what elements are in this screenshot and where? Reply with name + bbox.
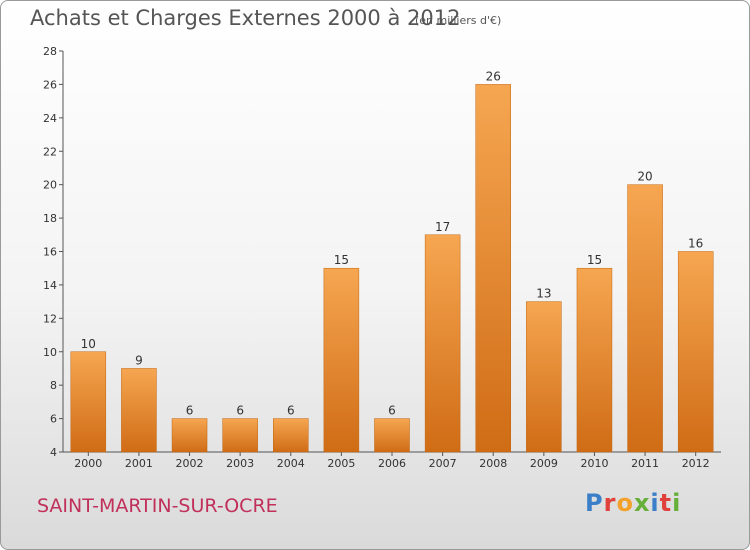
logo-letter: x	[633, 489, 651, 517]
y-tick-label: 24	[43, 112, 57, 125]
x-tick-label: 2005	[327, 457, 355, 470]
chart-subtitle: (en milliers d'€)	[415, 14, 502, 27]
data-label: 16	[688, 237, 703, 251]
y-tick-label: 20	[43, 179, 57, 192]
bar	[323, 267, 360, 453]
y-tick-label: 4	[50, 446, 57, 459]
data-label: 15	[334, 253, 349, 267]
x-tick-label: 2004	[277, 457, 305, 470]
y-tick-label: 18	[43, 212, 57, 225]
logo-letter: P	[585, 489, 604, 517]
logo-letter: o	[616, 489, 634, 517]
data-label: 6	[186, 404, 194, 418]
x-tick-label: 2003	[226, 457, 254, 470]
data-label: 6	[236, 404, 244, 418]
logo-letter: r	[603, 489, 617, 517]
bar	[374, 418, 410, 453]
data-labels: 10 9 6 6 6 15 6 17 26 13 15 20 16	[81, 69, 704, 417]
x-tick-label: 2001	[125, 457, 153, 470]
x-tick-label: 2000	[74, 457, 102, 470]
bars	[70, 84, 714, 453]
bar	[576, 267, 613, 453]
y-tick-label: 10	[43, 346, 57, 359]
logo-letter: i	[650, 489, 660, 517]
data-label: 10	[81, 337, 96, 351]
x-tick-label: 2011	[631, 457, 659, 470]
chart-title: Achats et Charges Externes 2000 à 2012	[30, 6, 461, 30]
data-label: 13	[536, 287, 551, 301]
x-tick-label: 2010	[580, 457, 608, 470]
data-label: 15	[587, 253, 602, 267]
logo-letter: t	[659, 489, 673, 517]
y-tick-label: 28	[43, 45, 57, 58]
bar	[627, 184, 663, 453]
y-tick-label: 26	[43, 78, 57, 91]
bar	[171, 418, 208, 453]
bar	[121, 368, 157, 453]
proxiti-logo: Proxiti	[585, 489, 681, 517]
data-label: 9	[135, 353, 143, 367]
x-tick-label: 2006	[378, 457, 406, 470]
x-tick-label: 2002	[176, 457, 204, 470]
bar	[222, 418, 258, 453]
x-tick-label: 2012	[682, 457, 710, 470]
bar	[70, 351, 107, 453]
data-label: 6	[287, 404, 295, 418]
data-label: 17	[435, 220, 450, 234]
x-tick-label: 2009	[530, 457, 558, 470]
y-tick-label: 22	[43, 145, 57, 158]
y-tick-label: 8	[50, 379, 57, 392]
y-tick-label: 6	[50, 413, 57, 426]
x-tick-label: 2007	[429, 457, 457, 470]
commune-name: SAINT-MARTIN-SUR-OCRE	[37, 495, 278, 517]
logo-letter: i	[672, 489, 682, 517]
data-label: 6	[388, 404, 396, 418]
bar	[424, 234, 461, 453]
bar	[273, 418, 309, 453]
data-label: 20	[637, 170, 652, 184]
x-tick-label: 2008	[479, 457, 507, 470]
bar	[677, 251, 714, 453]
y-tick-label: 16	[43, 246, 57, 259]
y-tick-label: 12	[43, 312, 57, 325]
bar	[526, 301, 562, 453]
data-label: 26	[486, 69, 501, 83]
axes: 4 6 8 10 12 14 16 18 20 22 24 26 28 2000 2001 2002 2003 2…	[43, 45, 721, 470]
bar	[475, 84, 511, 453]
y-tick-label: 14	[43, 279, 57, 292]
